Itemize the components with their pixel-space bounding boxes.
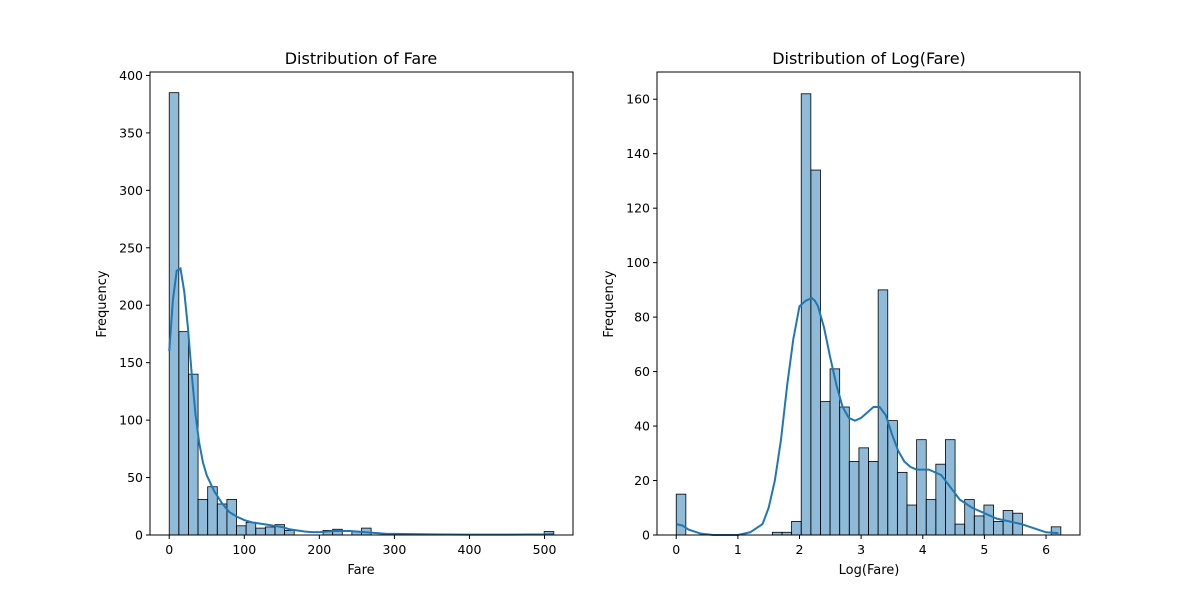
kde-line <box>676 296 1059 536</box>
y-tick-label: 150 <box>119 355 143 370</box>
x-tick-label: 400 <box>458 542 482 557</box>
chart-title: Distribution of Fare <box>285 49 438 68</box>
histogram-bar <box>954 523 966 536</box>
y-tick-label: 250 <box>119 240 143 255</box>
histogram-bar <box>178 331 189 536</box>
histogram-bars <box>675 93 1062 536</box>
y-tick-label: 80 <box>634 310 650 325</box>
x-tick-label: 3 <box>857 542 865 557</box>
x-tick-label: 500 <box>533 542 557 557</box>
histogram-bar <box>820 401 831 536</box>
histogram-bar <box>896 471 908 536</box>
histogram-bar <box>848 461 860 536</box>
log-fare-histogram-panel: Distribution of Log(Fare) Log(Fare) Freq… <box>602 49 1081 578</box>
x-axis-label: Fare <box>347 563 374 578</box>
y-axis-label: Frequency <box>95 270 110 337</box>
x-tick-label: 4 <box>919 542 927 557</box>
y-tick-label: 120 <box>626 201 650 216</box>
histogram-bar <box>791 520 802 536</box>
y-tick-label: 400 <box>119 68 143 83</box>
y-tick-label: 200 <box>119 298 143 313</box>
histogram-bar <box>255 527 266 536</box>
histogram-bar <box>245 521 257 536</box>
y-tick-label: 40 <box>634 419 650 434</box>
axes-frame <box>149 71 574 536</box>
x-tick-label: 0 <box>165 542 173 557</box>
y-tick-label: 160 <box>626 92 650 107</box>
y-tick-label: 0 <box>642 528 650 543</box>
y-tick-label: 100 <box>626 255 650 270</box>
x-tick-label: 100 <box>232 542 256 557</box>
y-tick-label: 100 <box>119 413 143 428</box>
histogram-bar <box>983 504 994 536</box>
histogram-bar <box>868 461 879 536</box>
x-tick-label: 5 <box>980 542 988 557</box>
histogram-bar <box>906 504 918 536</box>
x-tick-label: 200 <box>307 542 331 557</box>
kde-line <box>168 266 554 536</box>
y-tick-label: 0 <box>135 528 143 543</box>
histogram-bar <box>800 93 812 536</box>
y-tick-label: 20 <box>634 473 650 488</box>
histogram-bar <box>236 525 247 536</box>
y-tick-label: 300 <box>119 183 143 198</box>
histogram-bar <box>168 92 180 536</box>
histogram-bars <box>168 92 555 536</box>
histogram-bar <box>226 498 237 536</box>
y-axis-label: Frequency <box>602 270 617 337</box>
x-axis-label: Log(Fare) <box>839 563 900 578</box>
histogram-bar <box>925 499 937 536</box>
fare-histogram-panel: Distribution of Fare Fare Frequency 0 100… <box>95 49 574 578</box>
histogram-bar <box>264 526 276 536</box>
histogram-bar <box>839 406 850 536</box>
y-tick-label: 60 <box>634 364 650 379</box>
histogram-bar <box>916 439 927 536</box>
x-tick-label: 300 <box>382 542 406 557</box>
histogram-bar <box>675 493 687 536</box>
chart-title: Distribution of Log(Fare) <box>772 49 966 68</box>
x-tick-label: 6 <box>1042 542 1050 557</box>
x-tick-label: 1 <box>734 542 742 557</box>
histogram-bar <box>973 515 985 536</box>
axes-frame <box>656 71 1081 536</box>
histogram-bar <box>197 498 209 536</box>
y-tick-label: 50 <box>127 470 143 485</box>
histogram-bar <box>858 447 869 536</box>
y-tick-label: 350 <box>119 125 143 140</box>
histogram-bar <box>810 169 821 536</box>
histogram-bar <box>284 530 295 536</box>
histogram-bar <box>993 520 1004 536</box>
x-tick-label: 2 <box>796 542 804 557</box>
y-tick-label: 140 <box>626 146 650 161</box>
x-tick-label: 0 <box>672 542 680 557</box>
